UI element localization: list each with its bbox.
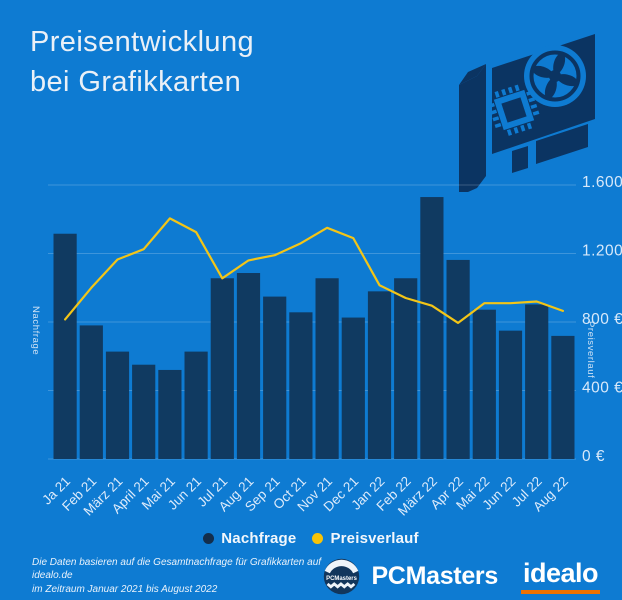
legend-label-preisverlauf: Preisverlauf (330, 530, 419, 547)
legend-label-nachfrage: Nachfrage (221, 530, 297, 547)
nachfrage-dot-icon (203, 533, 215, 544)
y-tick-label: 400 € (582, 380, 622, 397)
graphics-card-icon (459, 34, 595, 192)
nachfrage-bar (132, 364, 156, 459)
preisverlauf-line (63, 217, 565, 324)
nachfrage-bar (236, 273, 261, 459)
nachfrage-bar (315, 278, 339, 459)
disclaimer-line1: Die Daten basieren auf die Gesamtnachfra… (32, 556, 322, 582)
nachfrage-bar (289, 312, 313, 459)
legend-item-preisverlauf: Preisverlauf (312, 530, 419, 547)
nachfrage-bar (341, 317, 365, 459)
nachfrage-bar (184, 351, 208, 459)
nachfrage-bar (394, 278, 418, 459)
pcmasters-badge-icon: PCMasters (324, 558, 360, 594)
pcmasters-wordmark: PCMasters (371, 561, 498, 590)
nachfrage-bar (158, 369, 182, 459)
nachfrage-bar (472, 309, 496, 459)
data-disclaimer: Die Daten basieren auf die Gesamtnachfra… (32, 556, 321, 597)
disclaimer-line2: im Zeitraum Januar 2021 bis August 2022 (32, 583, 218, 595)
nachfrage-bar (263, 296, 287, 459)
y-tick-label: 800 € (582, 311, 622, 328)
legend-item-nachfrage: Nachfrage (203, 530, 296, 547)
page-title-line2: bei Grafikkarten (30, 66, 242, 98)
preisverlauf-dot-icon (312, 533, 324, 544)
nachfrage-bar (79, 325, 103, 459)
nachfrage-bar (525, 304, 549, 459)
nachfrage-bar (446, 259, 470, 459)
logo-group: PCMasters PCMasters idealo (321, 555, 600, 598)
chart-legend: Nachfrage Preisverlauf (0, 530, 622, 547)
page-title-line1: Preisentwicklung (30, 26, 254, 58)
pcmasters-badge-text: PCMasters (327, 575, 358, 581)
footer: Die Daten basieren auf die Gesamtnachfra… (0, 552, 622, 600)
page-title: Preisentwicklung bei Grafikkarten (30, 22, 254, 102)
nachfrage-bar (420, 197, 444, 459)
idealo-logo: idealo (520, 558, 600, 594)
nachfrage-bar (367, 291, 392, 459)
nachfrage-bar (53, 233, 77, 459)
nachfrage-bar (210, 278, 234, 459)
right-axis-label: Preisverlauf (585, 321, 596, 379)
y-tick-label: 1.200 € (582, 243, 622, 260)
nachfrage-bar (498, 330, 523, 459)
nachfrage-bar (105, 351, 130, 459)
left-axis-label: Nachfrage (30, 306, 41, 356)
y-tick-label: 1.600 € (582, 174, 622, 191)
y-tick-label: 0 € (582, 448, 605, 465)
nachfrage-bar (551, 335, 575, 459)
